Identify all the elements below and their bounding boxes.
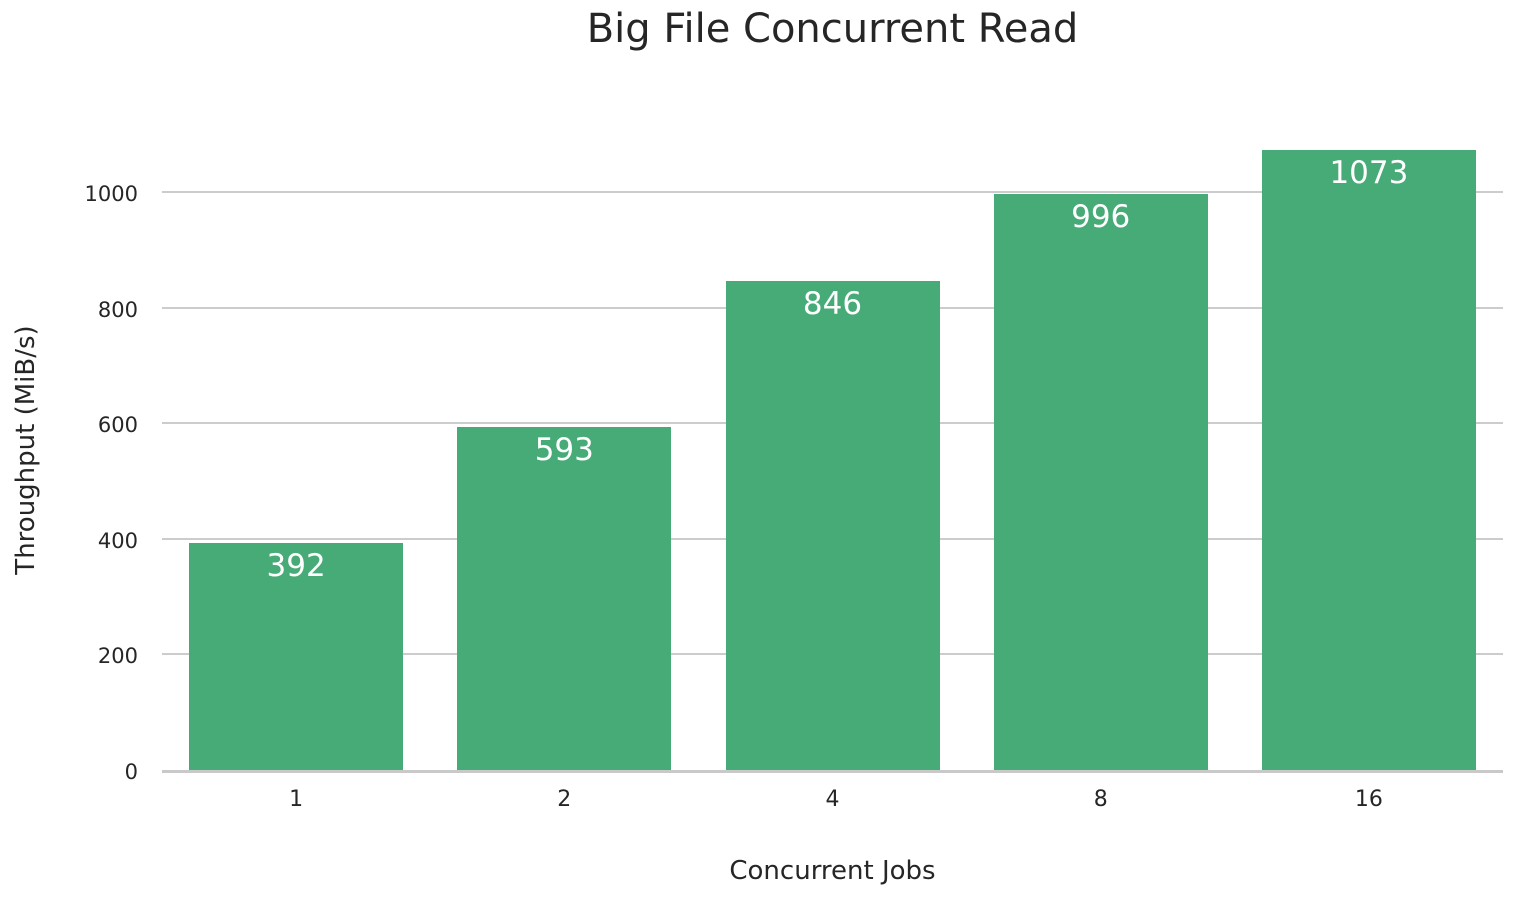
y-tick-label: 200: [97, 644, 138, 669]
x-tick-label: 16: [1354, 787, 1383, 812]
bar-value-label: 593: [534, 432, 594, 469]
bar-jobs-2: 593: [457, 427, 672, 770]
bar-value-label: 846: [802, 286, 863, 323]
bar-jobs-16: 1073: [1261, 149, 1476, 770]
x-tick-label: 8: [1093, 787, 1108, 812]
x-tick-label: 2: [557, 787, 572, 812]
y-tick-label: 400: [97, 528, 138, 553]
x-tick-label: 4: [825, 787, 840, 812]
gridline-y-1000: [162, 191, 1503, 194]
y-tick-label: 0: [124, 760, 138, 784]
y-tick-label: 800: [97, 297, 138, 322]
bar-value-label: 392: [266, 548, 326, 585]
chart-title: Big File Concurrent Read: [586, 6, 1079, 52]
bar-jobs-4: 846: [725, 281, 940, 770]
y-tick-label: 1000: [84, 182, 138, 207]
bar-jobs-8: 996: [993, 194, 1208, 770]
plot-area: 392 593 846 996 1073: [162, 120, 1503, 773]
x-axis-label: Concurrent Jobs: [729, 856, 936, 886]
x-tick-label: 1: [289, 787, 304, 812]
bar-value-label: 996: [1071, 199, 1131, 236]
bar-value-label: 1073: [1329, 154, 1409, 191]
y-tick-labels: 0 200 400 600 800 1000: [0, 120, 150, 784]
bar-jobs-1: 392: [189, 543, 404, 770]
y-tick-label: 600: [97, 413, 138, 438]
x-tick-labels: 1 2 4 8 16: [162, 787, 1503, 817]
